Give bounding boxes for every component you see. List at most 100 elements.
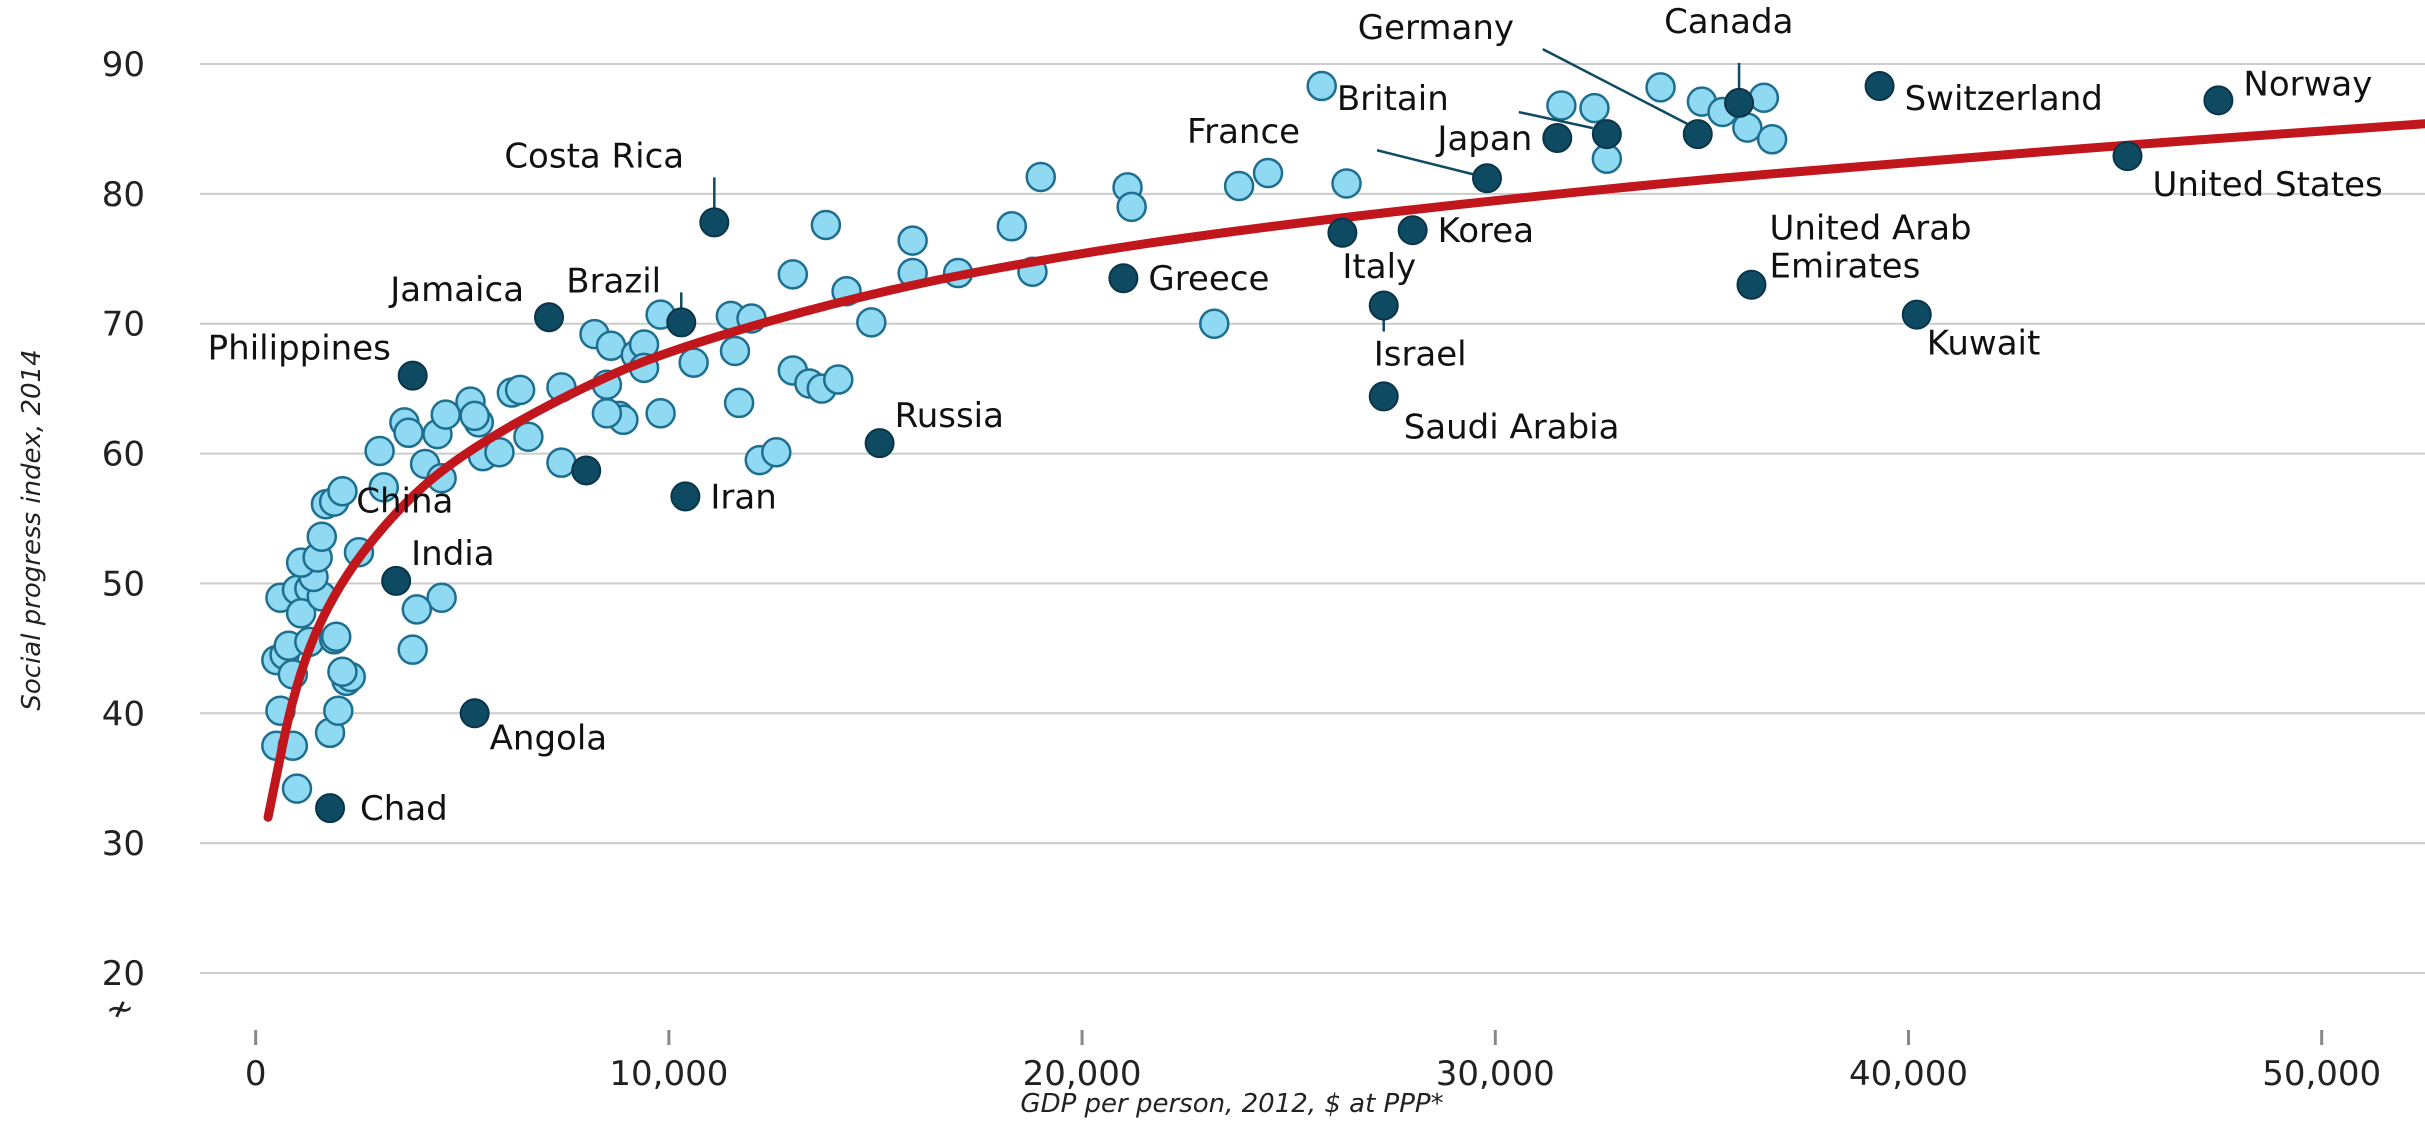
country-label: Greece [1148,259,1269,299]
y-tick-labels: 20 30 40 50 60 70 80 90 [102,45,145,994]
data-point-highlighted [1368,290,1399,321]
country-label: Korea [1438,211,1534,251]
data-point-highlighted [315,793,346,824]
data-point [761,437,792,468]
data-point [1645,72,1676,103]
x-tick-label: 40,000 [1849,1054,1968,1094]
y-tick-label: 60 [102,435,145,475]
data-point [723,387,755,419]
country-label: Israel [1374,335,1467,375]
data-point-highlighted [571,455,602,486]
country-label: Germany [1358,8,1514,48]
data-point-highlighted [1901,299,1932,330]
label-leader-line [1376,149,1474,176]
country-label: Brazil [566,261,661,301]
country-label: Angola [490,718,607,758]
data-point-highlighted [1368,381,1399,412]
x-tick-label: 0 [245,1054,267,1094]
data-point-highlighted [1682,119,1713,150]
label-leader-line [1518,110,1594,130]
data-point [430,399,461,430]
data-point [719,335,751,367]
country-label: Switzerland [1905,79,2103,119]
country-label: Russia [895,396,1004,436]
country-label: Norway [2243,64,2372,104]
data-point-highlighted [1864,71,1895,102]
data-point [1252,157,1284,189]
data-point-highlighted [670,481,701,512]
data-point [1199,308,1230,339]
x-axis-title: GDP per person, 2012, $ at PPP* [1020,1089,1443,1119]
country-label: Philippines [208,329,391,369]
data-point [823,364,854,395]
data-point [1331,168,1362,199]
data-point [777,259,809,290]
data-point [546,447,577,478]
data-point-highlighted [2112,141,2143,172]
country-label: Chad [360,789,448,829]
x-tick-label: 20,000 [1023,1054,1142,1094]
trend-curve [263,119,2425,822]
axis-break-symbol: ≁ [106,989,135,1029]
data-point-highlighted [1724,87,1755,118]
data-point [323,695,354,726]
data-point-highlighted [1108,263,1139,294]
other-countries-points [261,70,1788,804]
data-point [397,634,428,665]
country-label: Saudi Arabia [1404,407,1620,447]
data-point [645,398,676,429]
data-point [1748,82,1780,113]
data-point [591,398,623,429]
y-tick-label: 90 [102,45,145,85]
highlighted-countries-points [315,71,2234,824]
y-tick-label: 70 [102,305,145,345]
country-label: Kuwait [1927,324,2041,364]
country-labels: Chad Angola India China Iran Philippines Jamai… [208,2,2383,829]
data-point [678,347,709,378]
data-point [513,421,544,452]
data-point [484,437,515,468]
country-label: India [411,534,494,574]
data-point [401,594,433,625]
country-label: Costa Rica [504,136,684,176]
x-tick-label: 50,000 [2262,1054,2381,1094]
country-label: Jamaica [388,270,524,310]
data-point [504,374,536,406]
data-point [856,307,887,338]
y-tick-label: 80 [102,175,145,215]
data-point-highlighted [459,698,490,729]
country-label: Britain [1337,79,1449,119]
data-point [1756,124,1788,155]
country-label: China [356,481,453,521]
data-point [996,211,1028,242]
y-tick-label: 40 [102,694,145,734]
data-point [459,400,490,432]
country-label: Canada [1664,2,1793,42]
y-tick-label: 20 [102,954,145,994]
country-label: Iran [710,477,776,517]
data-point [426,582,457,613]
data-point-highlighted [1472,163,1503,194]
data-point-highlighted [2203,85,2234,116]
country-label: United States [2152,165,2382,205]
data-point [393,417,424,449]
data-point-highlighted [1736,269,1767,300]
data-point-highlighted [1591,119,1622,150]
data-point-highlighted [1397,215,1428,246]
country-label: Italy [1342,247,1416,287]
data-point [810,209,842,241]
data-point [1306,70,1337,102]
label-leader-line [1542,47,1689,126]
data-point [327,656,358,688]
data-point-highlighted [534,302,565,333]
y-axis-title: Social progress index, 2014 [17,349,47,710]
data-point-highlighted [699,207,730,238]
data-point-highlighted [381,565,412,596]
data-point [320,621,352,652]
data-point [897,225,928,256]
country-label: Japan [1435,119,1532,159]
data-point [1025,161,1057,193]
data-point-highlighted [1327,217,1358,248]
axis-break-marker: ≁ [106,989,135,1029]
